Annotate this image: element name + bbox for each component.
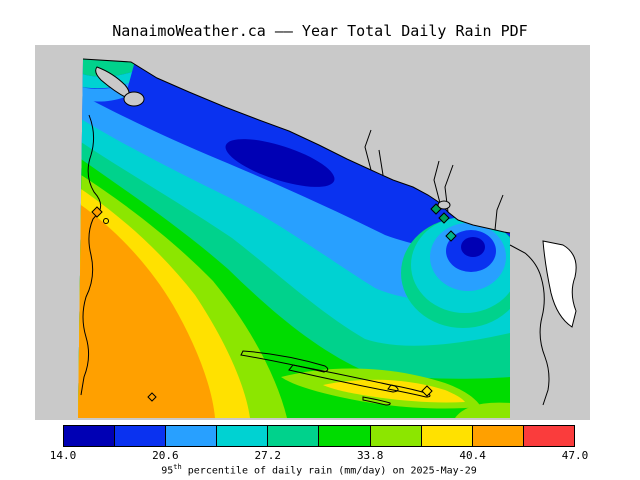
gulf-island-2 [288,364,399,393]
small-islet [103,218,109,224]
bowen-island [437,200,451,210]
hornby-island [123,91,145,107]
inlet-line [378,149,384,176]
colorbar-tick-label: 40.4 [459,449,486,462]
rain-contour-map [35,45,590,420]
colorbar [63,425,575,447]
colorbar-tick-label: 27.2 [254,449,282,462]
gulf-island-1 [240,350,329,373]
station-markers [91,203,457,402]
fraser-delta-coastline [509,244,550,406]
station-marker-gulf-islands [421,385,433,397]
station-marker-vancouver [445,230,457,242]
caption-superscript: th [173,463,182,471]
colorbar-segment [319,426,371,446]
colorbar-segment [115,426,167,446]
vancouver-min-core-navy [461,237,485,257]
page-title: NanaimoWeather.ca –– Year Total Daily Ra… [112,22,528,40]
indian-arm-inlet [494,194,504,231]
corner-patch-lightgreen-se [455,402,510,418]
contour-core-navy-min [225,139,335,187]
colorbar-segment [370,426,422,446]
colorbar-segment [268,426,320,446]
gulf-island-4 [362,396,391,406]
mainland-coastline [82,58,511,234]
caption-text: percentile of daily rain (mm/day) on 202… [181,465,477,477]
colorbar-tick-label: 14.0 [49,449,77,462]
contour-band-orange-max [78,203,215,418]
colorbar-segment [166,426,218,446]
station-marker-south-island [147,392,157,402]
coastlines [80,58,577,406]
colorbar-segment [472,426,524,446]
corner-patch-aqua [82,59,135,77]
gulf-island-3 [387,384,431,398]
colorbar-segment [523,426,574,446]
colorbar-tick-label: 33.8 [356,449,384,462]
caption-number: 95 [161,465,174,477]
colorbar-tick-label: 20.6 [152,449,179,462]
station-marker-howe-1 [430,203,442,215]
jervis-inlet [364,129,372,171]
station-marker-howe-2 [438,212,450,224]
colorbar-segment [217,426,269,446]
colorbar-ticks: 14.0 20.6 27.2 33.8 40.4 47.0 [50,449,589,462]
station-marker-nanaimo [91,206,103,218]
colorbar-caption: 95th percentile of daily rain (mm/day) o… [63,463,575,476]
howe-sound-inlet-west [433,160,441,204]
colorbar-segment [421,426,473,446]
inlet-water-body [542,240,577,328]
vancouver-island-coastline [80,114,102,396]
colorbar-segment [64,426,116,446]
colorbar-tick-label: 47.0 [561,449,589,462]
